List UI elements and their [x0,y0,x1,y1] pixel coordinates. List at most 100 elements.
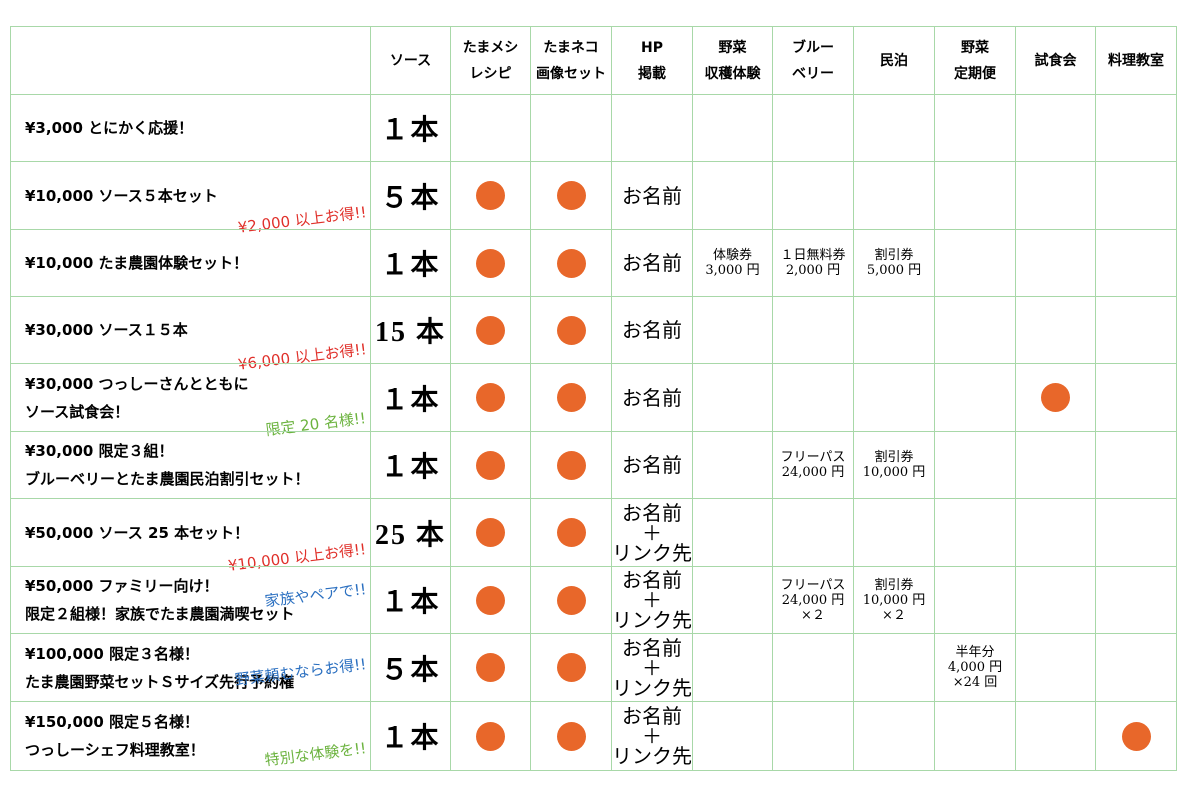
cell [1015,94,1096,162]
cell-text: 体験券 [712,248,752,263]
cell: 半年分 4,000 円 ×24 回 [934,633,1016,702]
cell [1095,94,1177,162]
label-line: ¥30,000 限定３組！ [25,442,174,460]
header-text: 定期便 [954,65,996,82]
dot [556,315,586,345]
header-text: 野菜 [718,39,747,56]
cell-text: お名前 [622,704,682,728]
cell [853,498,935,567]
header-cell [10,26,371,95]
cell [692,161,773,230]
label-line: つっしーシェフ料理教室！ [25,741,205,759]
dot [556,585,586,615]
row-label: ¥150,000 限定５名様！ つっしーシェフ料理教室！ [10,701,371,771]
cell [1095,296,1177,364]
label-line: ¥30,000 つっしーさんとともに [25,374,249,393]
cell: １本 [370,431,451,499]
row-label: ¥100,000 限定３名様！ たま農園野菜セットＳサイズ先行予約権 [10,633,371,702]
dot [476,383,505,412]
cell [853,161,935,230]
dot [556,653,586,682]
header-text: 野菜 [961,39,989,56]
cell [692,431,773,499]
cell [1015,498,1096,567]
header-text: 料理教室 [1108,52,1164,69]
cell-text: お名前 [622,453,682,477]
header-text: 民泊 [880,52,908,69]
header-cell: 野菜 収穫体験 [692,26,773,95]
header-text: たまメシ [462,39,519,56]
cell [853,363,935,432]
cell [530,161,612,230]
cell [934,161,1016,230]
label-line: ¥50,000 ファミリー向け！ [25,577,219,595]
label-line: ¥100,000 限定３名様！ [25,644,199,663]
cell [450,229,531,297]
cell: 割引券 10,000 円 ×２ [853,566,935,634]
cell-text: お名前 [622,568,682,592]
cell [450,161,531,230]
cell [530,431,612,499]
cell: １本 [370,566,451,634]
cell [611,94,693,162]
header-text: ブルー [792,39,834,56]
cell [450,94,531,162]
cell [692,296,773,364]
cell-text: お名前 [622,385,682,410]
cell [692,566,773,634]
dot [476,450,505,480]
header-cell: たまネコ 画像セット [530,26,612,95]
cell [772,296,854,364]
cell: ５本 [370,161,451,230]
dot [476,181,505,210]
header-cell: 野菜 定期便 [934,26,1016,95]
cell [1015,701,1096,771]
dot [476,721,505,751]
cell [692,701,773,771]
dot [556,248,586,278]
header-cell: ソース [370,26,451,95]
cell-text: ＋ [642,724,662,748]
cell: 25 本 [370,498,451,567]
cell-text: 割引券 [874,577,914,593]
cell: １日無料券 2,000 円 [772,229,854,297]
cell: フリーパス 24,000 円 [772,431,854,499]
cell [1015,363,1096,432]
cell [1095,701,1177,771]
header-text: たまネコ [543,39,599,56]
cell [1015,161,1096,230]
header-text: 掲載 [638,65,666,82]
cell [692,633,773,702]
cell-text: ＋ [642,588,662,612]
header-text: 収穫体験 [704,65,761,82]
cell [530,566,612,634]
cell [1015,229,1096,297]
cell [772,633,854,702]
cell [772,94,854,162]
cell [450,566,531,634]
cell-text: １日無料券 [780,248,846,263]
cell [1095,161,1177,230]
cell-text: 24,000 円 [781,592,845,608]
cell-text: フリーパス [780,450,846,465]
cell-text: ５本 [380,654,441,686]
label-line: 限定２組様！家族でたま農園満喫セット [25,605,295,623]
cell-text: 割引券 [874,450,914,465]
cell [934,701,1016,771]
cell [530,363,612,432]
cell [1095,566,1177,634]
cell-text: 5,000 円 [866,263,922,278]
cell [772,701,854,771]
label-line: たま農園野菜セットＳサイズ先行予約権 [25,672,295,691]
cell [934,229,1016,297]
cell: 体験券 3,000 円 [692,229,773,297]
cell [530,498,612,567]
dot [556,181,586,210]
cell: お名前 [611,229,693,297]
header-text: 試食会 [1034,52,1077,69]
cell [772,161,854,230]
cell [934,296,1016,364]
cell [1015,431,1096,499]
cell-text: ×２ [882,607,906,623]
row-label: ¥10,000 たま農園体験セット！ [10,229,371,297]
